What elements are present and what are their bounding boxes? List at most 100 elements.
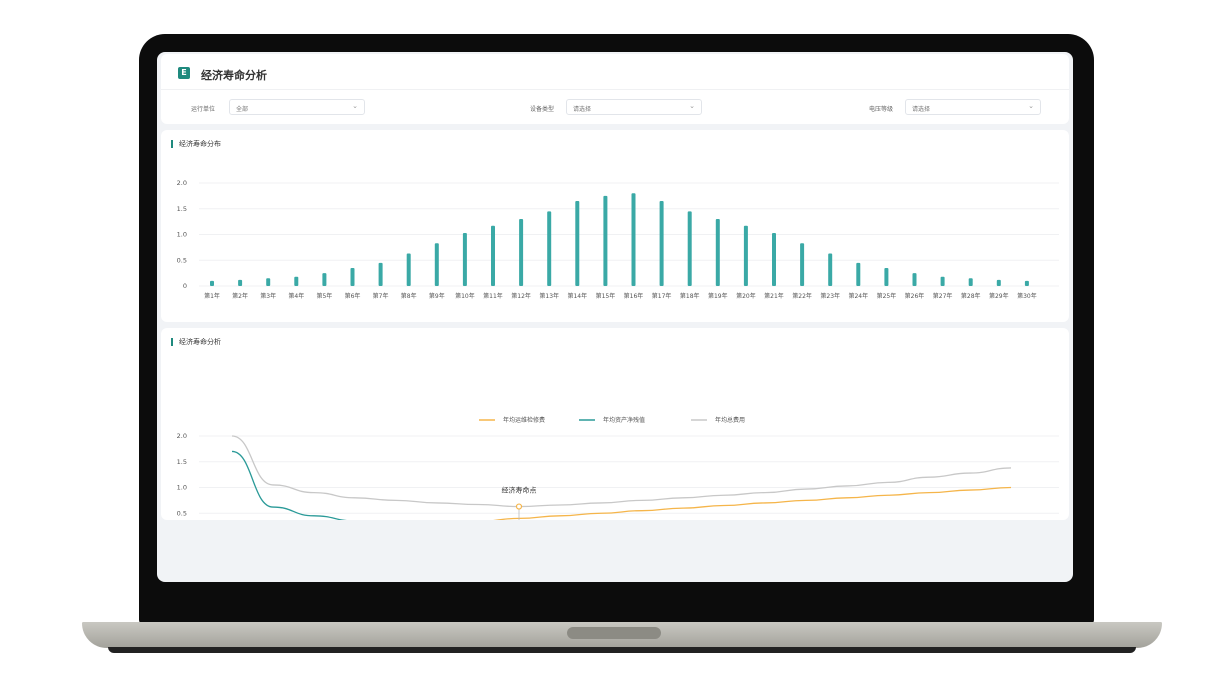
y-tick-label: 0.5 — [177, 509, 187, 517]
x-tick-label: 第4年 — [288, 292, 304, 300]
device-type-select[interactable]: 请选择 ⌄ — [566, 99, 702, 115]
section-title: 经济寿命分析 — [171, 338, 221, 346]
bar — [800, 243, 805, 286]
bar — [406, 253, 411, 286]
bar — [210, 280, 214, 286]
x-tick-label: 第11年 — [483, 292, 503, 300]
bar — [856, 262, 861, 286]
bar — [772, 232, 776, 286]
x-tick-label: 第2年 — [232, 292, 248, 300]
bar — [659, 201, 664, 286]
filter-label-device-type: 设备类型 — [530, 106, 555, 113]
x-tick-label: 第14年 — [567, 292, 587, 300]
y-tick-label: 1.0 — [177, 231, 187, 239]
bar — [238, 279, 243, 286]
bar — [462, 232, 467, 286]
bar — [547, 211, 552, 286]
x-tick-label: 第28年 — [961, 292, 981, 300]
bar — [996, 279, 1001, 286]
x-tick-label: 第16年 — [624, 292, 644, 300]
x-tick-label: 第27年 — [933, 292, 953, 300]
app-screen: E 经济寿命分析 运行单位 全部 ⌄ 设备类型 请选择 ⌄ 电压等级 请选择 ⌄ 经济… — [157, 52, 1073, 582]
chevron-down-icon: ⌄ — [1028, 102, 1034, 110]
x-tick-label: 第9年 — [429, 292, 445, 300]
x-tick-label: 第19年 — [708, 292, 728, 300]
y-tick-label: 0.5 — [177, 256, 187, 264]
series-line — [231, 435, 1012, 508]
laptop-base-shadow — [108, 647, 1136, 653]
x-tick-label: 第17年 — [652, 292, 672, 300]
series-line — [493, 486, 1012, 520]
bar — [434, 243, 439, 286]
unit-select[interactable]: 全部 ⌄ — [229, 99, 365, 115]
x-tick-label: 第15年 — [596, 292, 616, 300]
bar — [603, 195, 608, 286]
app-logo: E — [178, 67, 190, 79]
chevron-down-icon: ⌄ — [352, 102, 358, 110]
x-tick-label: 第21年 — [764, 292, 784, 300]
bar — [575, 201, 580, 286]
chevron-down-icon: ⌄ — [689, 102, 695, 110]
bar — [378, 262, 383, 286]
divider — [161, 89, 1069, 90]
page-title: 经济寿命分析 — [201, 69, 267, 82]
x-tick-label: 第25年 — [877, 292, 897, 300]
filter-label-unit: 运行单位 — [191, 106, 216, 113]
header-card: E 经济寿命分析 运行单位 全部 ⌄ 设备类型 请选择 ⌄ 电压等级 请选择 ⌄ — [161, 54, 1069, 124]
bar — [687, 211, 692, 286]
x-tick-label: 第10年 — [455, 292, 475, 300]
y-tick-label: 2.0 — [177, 179, 187, 187]
bar — [519, 219, 524, 286]
x-tick-label: 第20年 — [736, 292, 756, 300]
line-chart: 00.51.01.52.0第1年第2年第3年第4年第5年第6年第7年第8年第9年… — [177, 416, 1059, 520]
bar — [715, 219, 720, 286]
x-tick-label: 第29年 — [989, 292, 1009, 300]
bar — [266, 278, 271, 286]
laptop-notch — [567, 627, 661, 639]
section-title: 经济寿命分布 — [171, 140, 221, 148]
legend-label: 年均运维检修费 — [503, 416, 545, 424]
bar — [828, 253, 833, 286]
bar — [631, 193, 636, 286]
bar — [350, 267, 355, 286]
bar — [743, 225, 748, 286]
voltage-select-value: 请选择 — [912, 106, 931, 113]
x-tick-label: 第12年 — [511, 292, 531, 300]
bar — [1024, 280, 1029, 286]
y-tick-label: 1.0 — [177, 484, 187, 492]
x-tick-label: 第8年 — [401, 292, 417, 300]
economic-life-point-marker — [515, 503, 523, 510]
x-tick-label: 第6年 — [345, 292, 361, 300]
unit-select-value: 全部 — [236, 106, 249, 113]
bar — [491, 225, 495, 286]
analysis-card: 经济寿命分析 00.51.01.52.0第1年第2年第3年第4年第5年第6年第7… — [161, 328, 1069, 520]
bar — [912, 273, 917, 286]
distribution-card: 经济寿命分布 0 0.5 1.0 1.5 2.0 第1年 第2年 第3年 第4年 第5年 第6年 第7… — [161, 130, 1069, 322]
x-tick-label: 第18年 — [680, 292, 700, 300]
bar-chart: 0 0.5 1.0 1.5 2.0 第1年 第2年 第3年 第4年 第5年 第6年 第7年 第8年 第9年… — [177, 179, 1059, 300]
y-tick-label: 1.5 — [177, 205, 187, 213]
x-tick-label: 第23年 — [820, 292, 840, 300]
x-tick-label: 第24年 — [848, 292, 868, 300]
legend-label: 年均资产净残值 — [603, 416, 645, 424]
annotation-label: 经济寿命点 — [502, 486, 537, 495]
x-tick-label: 第26年 — [905, 292, 925, 300]
bar — [940, 276, 945, 286]
bar — [322, 273, 327, 286]
y-tick-label: 0 — [183, 282, 187, 290]
y-tick-label: 2.0 — [177, 432, 187, 440]
voltage-select[interactable]: 请选择 ⌄ — [905, 99, 1041, 115]
x-tick-label: 第7年 — [373, 292, 389, 300]
bar — [294, 276, 299, 286]
legend-label: 年均总费用 — [715, 416, 745, 424]
x-tick-label: 第22年 — [792, 292, 812, 300]
bar — [968, 278, 973, 286]
x-tick-label: 第13年 — [539, 292, 559, 300]
x-tick-label: 第5年 — [316, 292, 332, 300]
filter-label-voltage: 电压等级 — [869, 106, 894, 113]
device-type-select-value: 请选择 — [573, 106, 592, 113]
x-tick-label: 第1年 — [204, 292, 220, 300]
bar — [884, 267, 889, 286]
x-tick-label: 第30年 — [1017, 292, 1037, 300]
x-tick-label: 第3年 — [260, 292, 276, 300]
